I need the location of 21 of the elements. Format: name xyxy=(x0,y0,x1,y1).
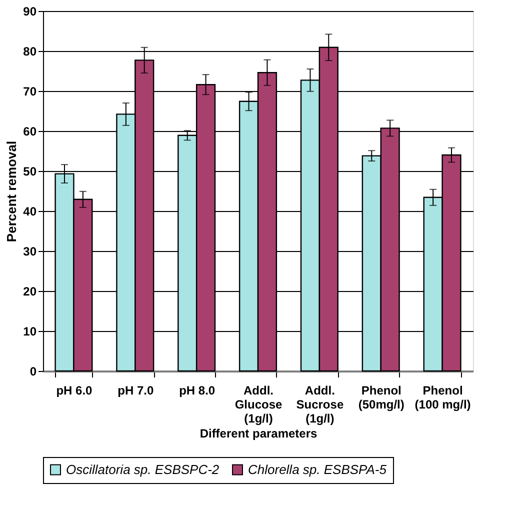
y-tick-label: 90 xyxy=(23,4,37,18)
y-tick-label: 70 xyxy=(23,84,37,98)
x-tick-label: pH 6.0 xyxy=(56,384,93,398)
x-tick-label: Phenol (100 mg/l) xyxy=(414,384,471,412)
y-tick-label: 30 xyxy=(23,244,37,258)
y-tick-label: 10 xyxy=(23,324,37,338)
x-tick-label: pH 8.0 xyxy=(179,384,216,398)
x-tick-label: pH 7.0 xyxy=(118,384,154,398)
x-tick-label: Addl. Glucose (1g/l) xyxy=(234,384,282,426)
y-tick-label: 80 xyxy=(23,44,37,58)
y-tick-label: 0 xyxy=(30,364,37,378)
y-tick-label: 60 xyxy=(23,124,37,138)
x-axis-title: Different parameters xyxy=(200,426,318,440)
y-tick-label: 50 xyxy=(23,164,37,178)
legend-label: Chlorella sp. ESBSPA-5 xyxy=(248,462,388,477)
y-axis-title: Percent removal xyxy=(4,140,20,242)
legend-label: Oscillatoria sp. ESBSPC-2 xyxy=(66,462,220,477)
y-tick-label: 40 xyxy=(23,204,37,218)
x-tick-label: Phenol (50mg/l) xyxy=(358,384,404,412)
y-tick-label: 20 xyxy=(23,284,37,298)
x-tick-label: Addl. Sucrose (1g/l) xyxy=(296,384,344,426)
